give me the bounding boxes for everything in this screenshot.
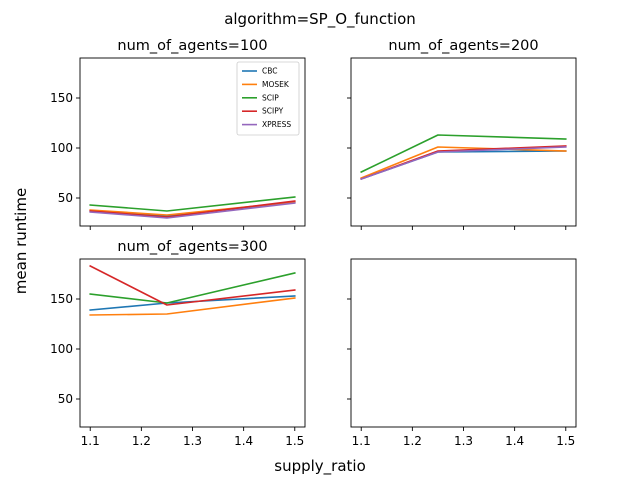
x-axis-label: supply_ratio	[274, 457, 366, 476]
legend-entry-scipy: SCIPY	[242, 107, 284, 116]
series-line-scip	[89, 196, 296, 212]
series-line-xpress	[89, 202, 296, 219]
legend-label: CBC	[262, 67, 278, 76]
x-tick-label: 1.3	[183, 434, 202, 448]
series-line-scipy	[89, 200, 296, 218]
series-line-scip	[89, 272, 296, 304]
legend-label: SCIPY	[262, 107, 284, 116]
series-line-scip	[360, 134, 567, 174]
legend-entry-xpress: XPRESS	[242, 120, 291, 129]
legend-label: MOSEK	[262, 80, 290, 89]
y-tick-label: 150	[50, 91, 73, 105]
subplot-grid: num_of_agents=100 50 100 150 num_of_agents=2…	[50, 38, 577, 448]
x-tick-label: 1.5	[556, 434, 575, 448]
x-tick-label: 1.2	[132, 434, 151, 448]
axes-frame	[79, 258, 306, 428]
legend-label: SCIP	[262, 93, 279, 102]
x-tick-label: 1.3	[454, 434, 473, 448]
subplot-title: num_of_agents=100	[117, 38, 267, 54]
legend-label: XPRESS	[262, 120, 291, 129]
y-tick-label: 50	[58, 191, 73, 205]
subplot-4: 1.1 1.2 1.3 1.4 1.5	[347, 258, 577, 448]
series-line-mosek	[89, 297, 296, 316]
y-tick-label: 100	[50, 342, 73, 356]
suptitle: algorithm=SP_O_function	[224, 10, 416, 29]
subplot-2: num_of_agents=200	[347, 38, 577, 230]
y-tick-label: 150	[50, 292, 73, 306]
x-tick-label: 1.5	[285, 434, 304, 448]
axes-frame	[350, 258, 577, 428]
legend: CBC MOSEK SCIP SCIPY XPRESS	[236, 61, 300, 136]
legend-entry-mosek: MOSEK	[242, 80, 290, 89]
legend-entry-cbc: CBC	[242, 67, 278, 76]
y-tick-label: 50	[58, 392, 73, 406]
subplot-title: num_of_agents=300	[117, 239, 267, 255]
legend-box	[236, 61, 300, 136]
series-line-scipy	[89, 264, 296, 306]
y-axis-label: mean runtime	[12, 188, 30, 294]
x-tick-label: 1.2	[403, 434, 422, 448]
y-tick-label: 100	[50, 141, 73, 155]
legend-entry-scip: SCIP	[242, 93, 279, 102]
x-tick-label: 1.4	[505, 434, 524, 448]
subplot-1: num_of_agents=100 50 100 150	[50, 38, 306, 230]
series-line-mosek	[360, 146, 567, 180]
subplot-3: num_of_agents=300 1.1 1.2 1.3 1.4 1.5 50 100 150	[50, 239, 306, 448]
x-tick-label: 1.1	[352, 434, 371, 448]
axes-frame	[350, 57, 577, 227]
x-tick-label: 1.1	[81, 434, 100, 448]
x-tick-label: 1.4	[234, 434, 253, 448]
subplot-title: num_of_agents=200	[388, 38, 538, 54]
series-line-xpress	[360, 146, 567, 181]
